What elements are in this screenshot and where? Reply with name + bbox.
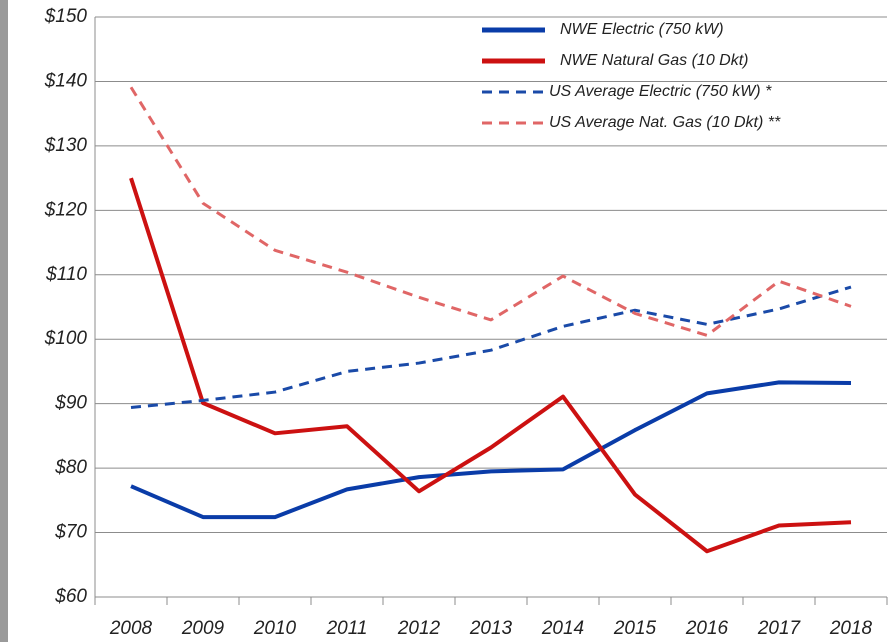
series-line [129, 177, 852, 554]
legend-label: NWE Electric (750 kW) [560, 21, 724, 38]
legend-label: US Average Nat. Gas (10 Dkt) ** [549, 114, 781, 131]
series-line [130, 380, 852, 520]
x-tick-label: 2010 [253, 618, 297, 639]
x-tick-label: 2018 [829, 618, 873, 639]
y-tick-label: $100 [44, 328, 88, 349]
x-tick-label: 2009 [181, 618, 225, 639]
y-tick-label: $150 [44, 6, 88, 27]
y-tick-label: $130 [44, 135, 88, 156]
y-tick-label: $110 [45, 264, 87, 285]
x-tick-label: 2013 [469, 618, 513, 639]
legend-label: NWE Natural Gas (10 Dkt) [560, 52, 748, 69]
x-tick-label: 2016 [685, 618, 729, 639]
x-tick-label: 2008 [109, 618, 153, 639]
y-tick-label: $140 [44, 70, 88, 91]
y-tick-label: $60 [54, 586, 87, 607]
x-tick-label: 2015 [613, 618, 657, 639]
x-tick-label: 2017 [757, 618, 802, 639]
y-tick-label: $80 [54, 457, 87, 478]
x-tick-label: 2014 [541, 618, 584, 639]
legend: NWE Electric (750 kW) NWE Natural Gas (10… [482, 21, 781, 131]
left-border [0, 0, 8, 642]
series-line [129, 86, 852, 337]
y-tick-label: $90 [54, 393, 87, 414]
x-tick-label: 2011 [326, 618, 368, 639]
y-tick-label: $120 [44, 199, 88, 220]
legend-label: US Average Electric (750 kW) * [549, 83, 772, 100]
y-tick-label: $70 [54, 522, 87, 543]
x-tick-label: 2012 [397, 618, 441, 639]
series-line [130, 285, 852, 410]
